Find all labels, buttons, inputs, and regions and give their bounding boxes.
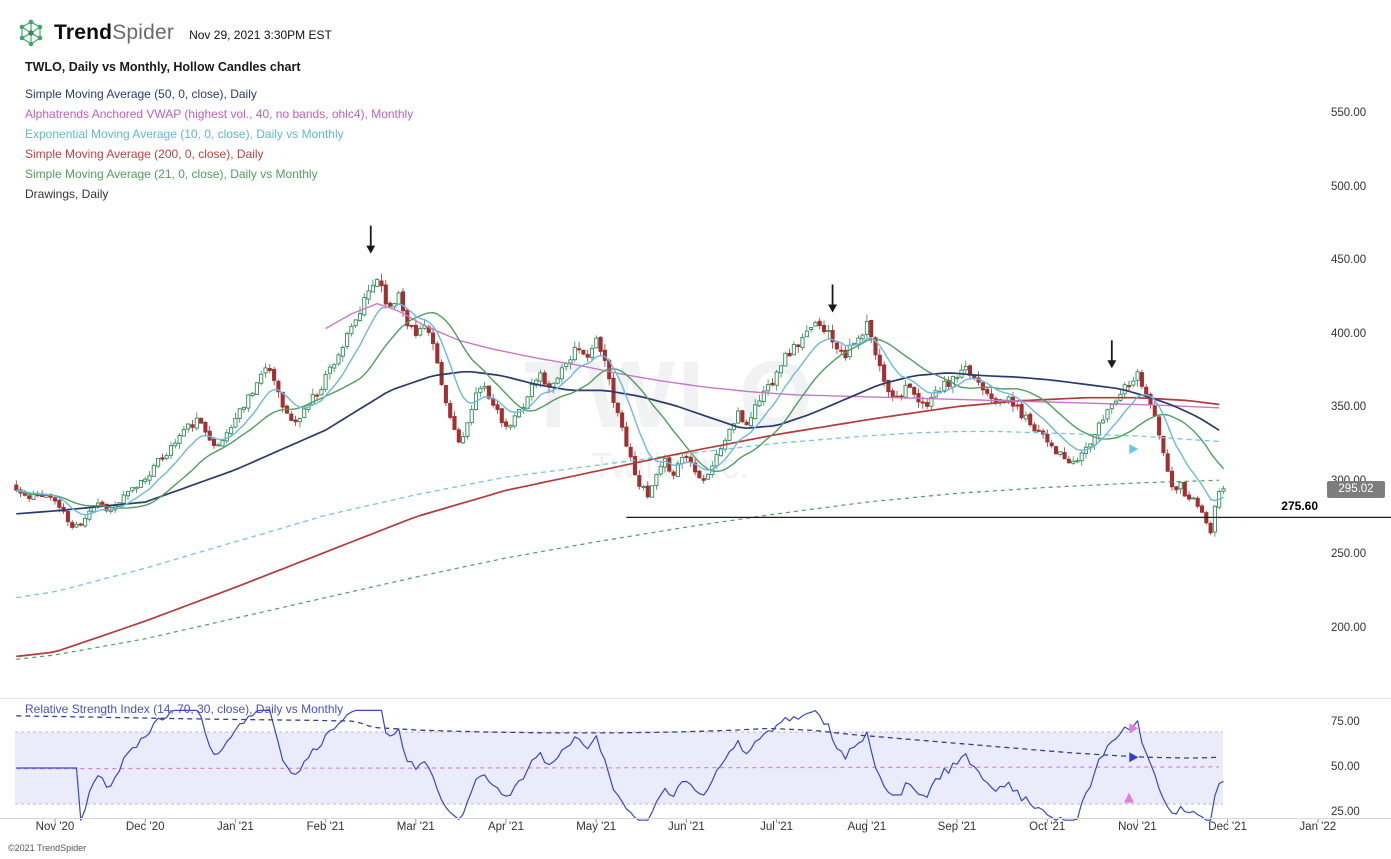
x-axis-label: May '21 xyxy=(576,821,617,833)
rsi-monthly xyxy=(16,715,1220,759)
rsi-daily xyxy=(16,709,1224,821)
signal-marker-3[interactable] xyxy=(1124,792,1134,803)
chart-timestamp: Nov 29, 2021 3:30PM EST xyxy=(189,28,332,42)
current-price-badge: 295.02 xyxy=(1327,481,1385,498)
x-axis-label: Jul '21 xyxy=(760,821,794,833)
sma21-monthly xyxy=(16,479,1220,660)
sma200-daily xyxy=(16,396,1220,658)
drawing-arrow-head-0[interactable] xyxy=(366,245,376,254)
price-axis-label: 500.00 xyxy=(1331,181,1367,193)
brand-name: TrendSpider xyxy=(54,21,174,45)
header: TrendSpider Nov 29, 2021 3:30PM EST xyxy=(16,18,332,48)
brand-bold: Trend xyxy=(54,21,113,44)
x-axis-label: Nov '20 xyxy=(35,821,75,833)
rsi-axis-label: 25.00 xyxy=(1331,806,1360,818)
x-axis-label: Feb '21 xyxy=(306,821,345,833)
sma21-daily xyxy=(16,312,1225,509)
x-axis-label: Dec '20 xyxy=(125,821,165,833)
brand-light: Spider xyxy=(112,21,175,44)
x-axis-label: Mar '21 xyxy=(396,821,435,833)
legend-item-3[interactable]: Simple Moving Average (200, 0, close), D… xyxy=(25,147,264,161)
x-axis-label: Aug '21 xyxy=(847,821,887,833)
candles xyxy=(14,273,1226,537)
vwap-monthly xyxy=(325,302,1220,409)
price-axis-label: 250.00 xyxy=(1331,548,1367,560)
legend-item-5[interactable]: Drawings, Daily xyxy=(25,187,109,201)
ema10-monthly xyxy=(16,430,1220,599)
copyright: ©2021 TrendSpider xyxy=(8,843,87,853)
x-axis-label: Nov '21 xyxy=(1118,821,1157,833)
trendspider-logo xyxy=(19,19,43,47)
legend-item-0[interactable]: Simple Moving Average (50, 0, close), Da… xyxy=(25,87,257,101)
legend-item-4[interactable]: Simple Moving Average (21, 0, close), Da… xyxy=(25,167,318,181)
drawing-arrow-head-2[interactable] xyxy=(1107,360,1117,369)
rsi-axis-label: 75.00 xyxy=(1331,716,1360,728)
time-axis[interactable]: Nov '20 Dec '20 Jan '21 Feb '21 Mar '21 Apr '… xyxy=(0,821,1391,839)
level-price-label: 275.60 xyxy=(1281,499,1318,513)
x-axis-label: Dec '21 xyxy=(1208,821,1247,833)
chart-title[interactable]: TWLO, Daily vs Monthly, Hollow Candles c… xyxy=(25,60,301,74)
rsi-midline-monthly xyxy=(16,766,1220,770)
rsi-legend[interactable]: Relative Strength Index (14, 70, 30, clo… xyxy=(25,702,344,716)
price-axis-label: 400.00 xyxy=(1331,328,1367,340)
signal-marker-2[interactable] xyxy=(1129,752,1139,763)
sma50-daily xyxy=(16,370,1220,515)
ema10-daily xyxy=(16,303,1224,516)
signal-marker-1[interactable] xyxy=(1129,723,1139,734)
price-axis-label: 200.00 xyxy=(1331,622,1367,634)
signal-marker-0[interactable] xyxy=(1129,444,1139,455)
x-axis-label: Jan '21 xyxy=(217,821,254,833)
x-axis-line xyxy=(0,818,1391,819)
drawing-arrow-head-1[interactable] xyxy=(828,304,838,313)
price-axis-label: 550.00 xyxy=(1331,107,1367,119)
x-axis-label: Jun '21 xyxy=(668,821,705,833)
price-axis[interactable]: 550.00500.00450.00400.00350.00300.00250.… xyxy=(1331,0,1391,818)
pane-separator xyxy=(0,698,1391,699)
x-axis-label: Apr '21 xyxy=(487,821,525,833)
price-axis-label: 450.00 xyxy=(1331,254,1367,266)
rsi-axis-label: 50.00 xyxy=(1331,761,1360,773)
legend-item-1[interactable]: Alphatrends Anchored VWAP (highest vol.,… xyxy=(25,107,414,121)
indicator-legend: Simple Moving Average (50, 0, close), Da… xyxy=(25,84,413,204)
x-axis-label: Oct '21 xyxy=(1029,821,1066,833)
x-axis-label: Sep '21 xyxy=(937,821,977,833)
legend-item-2[interactable]: Exponential Moving Average (10, 0, close… xyxy=(25,127,344,141)
price-axis-label: 350.00 xyxy=(1331,401,1367,413)
x-axis-label: Jan '22 xyxy=(1299,821,1337,833)
